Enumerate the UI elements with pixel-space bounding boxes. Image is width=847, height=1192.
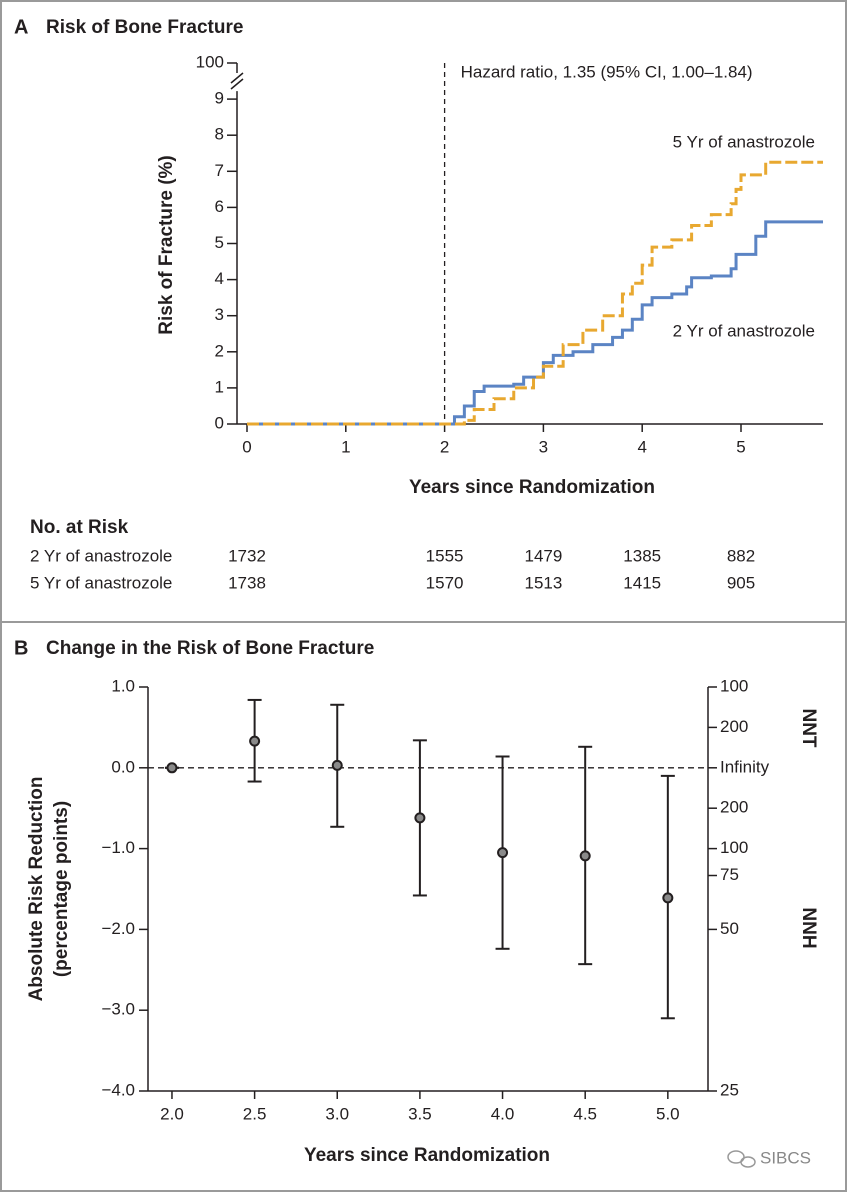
panel-title: Change in the Risk of Bone Fracture — [46, 638, 374, 659]
y-tick-label: −2.0 — [101, 919, 135, 938]
at-risk-value: 1513 — [524, 573, 562, 592]
y2-axis-label: NNH — [798, 907, 819, 948]
at-risk-value: 1415 — [623, 573, 661, 592]
step-line — [247, 220, 824, 426]
y-tick-label: 7 — [215, 161, 224, 180]
watermark-icon — [727, 1150, 756, 1168]
at-risk-row-name: 2 Yr of anastrozole — [30, 546, 172, 565]
panel-letter: B — [14, 637, 28, 659]
at-risk-title: No. at Risk — [30, 517, 129, 538]
y-tick-label: −1.0 — [101, 838, 135, 857]
y2-tick-label: 100 — [720, 676, 748, 695]
point — [497, 847, 509, 859]
x-tick-label: 4.0 — [491, 1104, 515, 1123]
panel-letter: A — [14, 16, 28, 38]
y2-tick-label: 200 — [720, 717, 748, 736]
y-tick-label: 2 — [215, 341, 224, 360]
y-tick-label: 0 — [215, 413, 224, 432]
panel-title: Risk of Bone Fracture — [46, 17, 243, 38]
at-risk-value: 905 — [727, 573, 755, 592]
y-axis-label: Risk of Fracture (%) — [156, 155, 177, 334]
x-tick-label: 5.0 — [656, 1104, 680, 1123]
at-risk-value: 1738 — [228, 573, 266, 592]
annotation: Hazard ratio, 1.35 (95% CI, 1.00–1.84) — [461, 62, 753, 81]
x-tick-label: 2.0 — [160, 1104, 184, 1123]
y-axis-label: Absolute Risk Reduction — [26, 777, 47, 1002]
x-tick-label: 1 — [341, 437, 350, 456]
x-tick-label: 3.0 — [325, 1104, 349, 1123]
at-risk-value: 1555 — [426, 546, 464, 565]
y-tick-label: 5 — [215, 233, 224, 252]
x-axis-label: Years since Randomization — [409, 477, 655, 498]
y-tick-label: −4.0 — [101, 1080, 135, 1099]
y-tick-label: 1.0 — [111, 676, 135, 695]
x-tick-label: 4 — [637, 437, 646, 456]
y-axis-label: (percentage points) — [51, 801, 72, 977]
y-tick-label: 3 — [215, 305, 224, 324]
at-risk-row-name: 5 Yr of anastrozole — [30, 573, 172, 592]
y-tick-label: 100 — [196, 52, 224, 71]
x-tick-label: 2 — [440, 437, 449, 456]
x-tick-label: 2.5 — [243, 1104, 267, 1123]
axis-break — [230, 72, 244, 90]
series-label: 2 Yr of anastrozole — [673, 321, 815, 340]
x-axis-label: Years since Randomization — [304, 1145, 550, 1166]
y2-tick-label: 100 — [720, 838, 748, 857]
point — [579, 850, 591, 862]
y2-tick-label: 50 — [720, 919, 739, 938]
point — [166, 762, 178, 774]
y2-tick-label: 200 — [720, 798, 748, 817]
x-tick-label: 5 — [736, 437, 745, 456]
y2-tick-label: Infinity — [720, 757, 770, 776]
y-tick-label: −3.0 — [101, 1000, 135, 1019]
at-risk-value: 1732 — [228, 546, 266, 565]
y2-tick-label: 75 — [720, 865, 739, 884]
point — [331, 759, 343, 771]
at-risk-value: 1479 — [524, 546, 562, 565]
series-label: 5 Yr of anastrozole — [673, 132, 815, 151]
step-line — [247, 160, 824, 426]
x-tick-label: 3.5 — [408, 1104, 432, 1123]
point — [662, 892, 674, 904]
y-tick-label: 0.0 — [111, 757, 135, 776]
at-risk-value: 882 — [727, 546, 755, 565]
at-risk-value: 1570 — [426, 573, 464, 592]
y-tick-label: 8 — [215, 125, 224, 144]
x-tick-label: 4.5 — [573, 1104, 597, 1123]
watermark: SIBCS — [760, 1148, 811, 1167]
point — [414, 812, 426, 824]
point — [249, 735, 261, 747]
x-tick-label: 3 — [539, 437, 548, 456]
y-tick-label: 4 — [215, 269, 224, 288]
y-tick-label: 6 — [215, 197, 224, 216]
x-tick-label: 0 — [242, 437, 251, 456]
y-tick-label: 1 — [215, 377, 224, 396]
y2-axis-label: NNT — [798, 708, 819, 747]
at-risk-value: 1385 — [623, 546, 661, 565]
y2-tick-label: 25 — [720, 1080, 739, 1099]
y-tick-label: 9 — [215, 89, 224, 108]
